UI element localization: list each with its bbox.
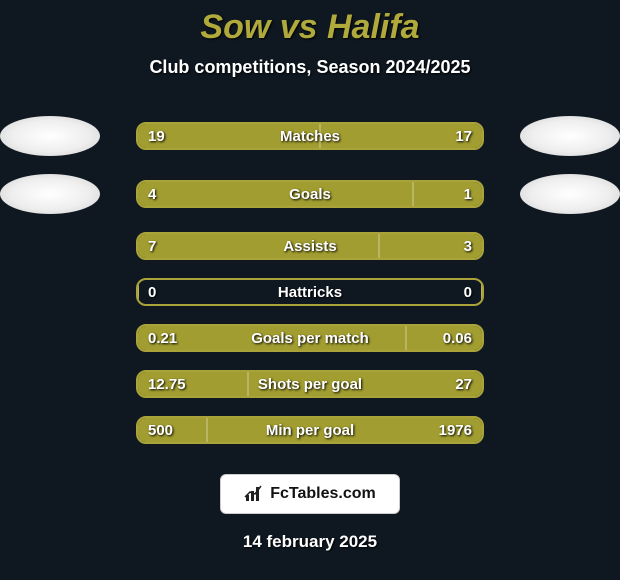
- stat-bar: 0.210.06Goals per match: [136, 324, 484, 352]
- bar-left-fill: [138, 182, 413, 206]
- branding-text: FcTables.com: [270, 485, 376, 503]
- stat-row: 0.210.06Goals per match: [0, 324, 620, 352]
- stat-bar: 73Assists: [136, 232, 484, 260]
- value-left: 19: [148, 124, 165, 148]
- value-right: 0: [464, 280, 472, 304]
- left-photo-slot: [0, 116, 100, 156]
- value-right: 1976: [439, 418, 472, 442]
- bar-left-fill: [138, 124, 320, 148]
- stat-bar: 1917Matches: [136, 122, 484, 150]
- bar-right-fill: [481, 280, 482, 304]
- chart-icon: [244, 485, 264, 503]
- value-right: 17: [455, 124, 472, 148]
- bar-left-fill: [138, 280, 139, 304]
- bar-right-fill: [248, 372, 482, 396]
- value-right: 1: [464, 182, 472, 206]
- player-photo-left: [0, 116, 100, 156]
- stat-row: 0 0Hattricks: [0, 278, 620, 306]
- player-photo-right: [520, 116, 620, 156]
- stat-bar: 41Goals: [136, 180, 484, 208]
- value-left: 0.21: [148, 326, 177, 350]
- branding-badge: FcTables.com: [220, 474, 400, 514]
- value-left: 7: [148, 234, 156, 258]
- value-left: 500: [148, 418, 173, 442]
- bar-left-fill: [138, 234, 379, 258]
- value-right: 3: [464, 234, 472, 258]
- page-title: Sow vs Halifa: [0, 0, 620, 47]
- stats-chart: 1917Matches41Goals73Assists00Hattricks0.…: [0, 116, 620, 444]
- stat-row: 73Assists: [0, 232, 620, 260]
- value-left: 0: [148, 280, 156, 304]
- player-photo-left: [0, 174, 100, 214]
- right-photo-slot: [520, 174, 620, 214]
- stat-label: Hattricks: [138, 280, 482, 304]
- right-photo-slot: [520, 116, 620, 156]
- bar-left-fill: [138, 326, 406, 350]
- stat-bar: 0 0Hattricks: [136, 278, 484, 306]
- stat-row: 41Goals: [0, 174, 620, 214]
- date-text: 14 february 2025: [0, 532, 620, 552]
- value-right: 27: [455, 372, 472, 396]
- value-left: 4: [148, 182, 156, 206]
- stat-bar: 12.7527Shots per goal: [136, 370, 484, 398]
- stat-row: 5001976Min per goal: [0, 416, 620, 444]
- stat-row: 1917Matches: [0, 116, 620, 156]
- player-photo-right: [520, 174, 620, 214]
- value-right: 0.06: [443, 326, 472, 350]
- left-photo-slot: [0, 174, 100, 214]
- subtitle: Club competitions, Season 2024/2025: [0, 57, 620, 78]
- stat-bar: 5001976Min per goal: [136, 416, 484, 444]
- stat-row: 12.7527Shots per goal: [0, 370, 620, 398]
- value-left: 12.75: [148, 372, 186, 396]
